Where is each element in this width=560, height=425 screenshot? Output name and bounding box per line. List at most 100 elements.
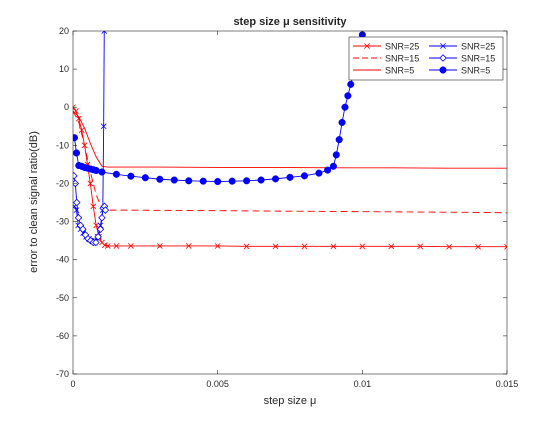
data-point (73, 172, 78, 180)
legend-label: SNR=15 (385, 54, 419, 64)
data-point (335, 136, 343, 144)
y-tick-label: 10 (59, 64, 69, 74)
data-point (185, 243, 192, 249)
data-point (74, 213, 83, 222)
y-tick-label: -30 (56, 217, 69, 227)
data-point (141, 174, 149, 182)
data-point (388, 243, 395, 250)
data-point (113, 243, 120, 249)
series-line (73, 106, 507, 248)
y-axis-label: error to clean signal ratio(dB) (28, 131, 40, 273)
data-point (73, 149, 81, 157)
data-point (228, 177, 236, 185)
data-point (301, 243, 308, 250)
x-tick-label: 0.015 (496, 379, 519, 389)
legend-marker (440, 43, 446, 49)
chart-title: step size μ sensitivity (233, 16, 347, 28)
legend-label: SNR=25 (385, 42, 419, 52)
data-point (199, 177, 207, 185)
y-tick-label: -60 (56, 331, 69, 341)
data-point (73, 104, 76, 111)
data-point (92, 166, 100, 175)
data-point (96, 225, 105, 233)
data-point (127, 243, 134, 249)
data-point (338, 118, 346, 127)
legend-entry: SNR=25 (429, 42, 495, 52)
data-point (100, 123, 107, 130)
series-line (73, 110, 507, 169)
legend: SNR=25 SNR=15 SNR=5 SNR=25 SNR=15 SNR=5 (348, 36, 504, 81)
x-tick-label: 0.01 (354, 379, 372, 389)
data-point (87, 180, 94, 187)
y-tick-label: -10 (56, 140, 69, 150)
data-point (272, 243, 279, 250)
data-point (78, 127, 85, 133)
data-point (101, 206, 110, 214)
data-point (286, 173, 294, 181)
legend-box (348, 36, 504, 81)
series-0 (73, 104, 507, 250)
data-point (243, 177, 251, 185)
axes-box (72, 30, 508, 375)
y-axis: -70 -60 -50 -40 -30 -20 -10 0 10 20 (56, 26, 507, 379)
x-tick-label: 0.005 (206, 379, 229, 389)
data-point (170, 176, 178, 184)
data-point (156, 175, 164, 183)
legend-entry: SNR=5 (429, 66, 490, 76)
data-point (98, 213, 106, 222)
legend-label: SNR=5 (385, 66, 414, 76)
data-point (446, 243, 453, 250)
data-point (94, 233, 102, 241)
data-point (300, 172, 309, 180)
series-4 (73, 172, 110, 247)
data-point (90, 203, 97, 210)
data-point (214, 243, 221, 249)
series-1 (73, 110, 507, 214)
data-point (79, 225, 87, 233)
data-point (324, 166, 332, 174)
y-tick-label: -40 (56, 255, 69, 265)
data-point (359, 243, 366, 250)
axes-layer (72, 30, 508, 375)
data-point (315, 169, 323, 177)
legend-entry: SNR=5 (353, 66, 414, 76)
data-point (185, 177, 193, 185)
data-point (104, 243, 111, 249)
data-point (344, 92, 352, 100)
data-point (329, 162, 337, 170)
data-point (73, 198, 81, 207)
y-tick-label: 0 (64, 102, 69, 112)
series-2 (73, 110, 507, 169)
data-point (271, 175, 280, 183)
data-point (101, 31, 108, 34)
data-point (475, 243, 481, 250)
y-tick-label: 20 (59, 26, 69, 36)
y-tick-label: -70 (56, 369, 69, 379)
x-axis-label: step size μ (264, 395, 317, 407)
legend-entry: SNR=15 (429, 54, 495, 64)
data-point (332, 151, 340, 159)
data-point (92, 238, 100, 247)
legend-marker (364, 43, 370, 49)
y-tick-label: -50 (56, 293, 69, 303)
data-point (243, 243, 250, 250)
legend-label: SNR=5 (461, 66, 490, 76)
x-axis: 0 0.005 0.01 0.015 (70, 31, 518, 389)
data-point (93, 222, 100, 229)
data-point (341, 103, 349, 111)
data-point (214, 177, 222, 186)
legend-entry: SNR=25 (353, 42, 419, 52)
legend-label: SNR=15 (461, 54, 495, 64)
data-point (347, 80, 355, 88)
data-point (504, 243, 507, 250)
legend-entry: SNR=15 (353, 54, 419, 64)
legend-label: SNR=25 (461, 42, 495, 52)
data-point (98, 168, 106, 176)
y-tick-label: -20 (56, 178, 69, 188)
data-point (156, 243, 163, 249)
data-point (257, 176, 265, 184)
data-point (97, 222, 104, 229)
x-tick-label: 0 (70, 379, 75, 389)
